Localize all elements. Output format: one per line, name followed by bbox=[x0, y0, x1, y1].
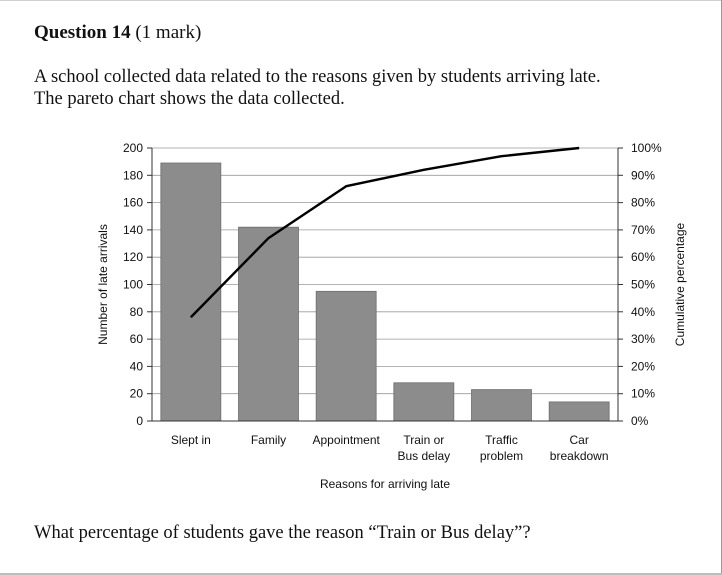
y2-tick-label-3: 30% bbox=[631, 332, 655, 346]
y-tick-label-120: 120 bbox=[123, 250, 143, 264]
chart-axes bbox=[147, 147, 623, 422]
y2-tick-label-9: 90% bbox=[631, 168, 655, 182]
y2-tick-label-5: 50% bbox=[631, 278, 655, 292]
x-tick-label-3-1: Bus delay bbox=[397, 449, 450, 463]
y2-tick-label-8: 80% bbox=[631, 196, 655, 210]
y-tick-label-100: 100 bbox=[123, 278, 143, 292]
bar-3 bbox=[393, 382, 455, 422]
bar-2 bbox=[315, 290, 377, 422]
bar-0 bbox=[160, 162, 222, 422]
x-tick-label-1-0: Family bbox=[251, 433, 286, 447]
y-tick-label-140: 140 bbox=[123, 223, 143, 237]
y2-tick-label-7: 70% bbox=[631, 223, 655, 237]
question-heading: Question 14 (1 mark) bbox=[34, 22, 201, 44]
question-intro: A school collected data related to the r… bbox=[34, 66, 601, 110]
y2-tick-label-4: 40% bbox=[631, 305, 655, 319]
y2-axis-title: Cumulative percentage bbox=[673, 222, 687, 346]
x-axis-title: Reasons for arriving late bbox=[320, 477, 450, 491]
cumulative-line bbox=[189, 146, 580, 319]
y-axis-tick-labels: 0 20 40 60 80 100 120 140 160 180 200 bbox=[123, 141, 143, 428]
y2-tick-label-1: 10% bbox=[631, 387, 655, 401]
cumulative-percentage-line bbox=[189, 146, 580, 319]
y-tick-label-40: 40 bbox=[130, 359, 144, 373]
y-tick-label-20: 20 bbox=[130, 387, 144, 401]
x-tick-label-5-0: Car bbox=[569, 433, 588, 447]
intro-line-2: The pareto chart shows the data collecte… bbox=[34, 89, 345, 109]
x-tick-label-4-1: problem bbox=[480, 449, 523, 463]
chart-bars bbox=[160, 162, 610, 422]
bar-5 bbox=[548, 401, 610, 422]
chart-gridlines bbox=[152, 147, 618, 422]
x-tick-label-2-0: Appointment bbox=[312, 433, 380, 447]
intro-line-1: A school collected data related to the r… bbox=[34, 67, 601, 87]
question-prompt: What percentage of students gave the rea… bbox=[34, 523, 531, 543]
question-number: Question 14 bbox=[34, 22, 131, 43]
y2-tick-label-0: 0% bbox=[631, 414, 649, 428]
y2-axis-tick-labels: 0% 10% 20% 30% 40% 50% 60% 70% 80% 90% 100% bbox=[631, 141, 662, 428]
y-tick-label-160: 160 bbox=[123, 196, 143, 210]
page-border-top bbox=[0, 0, 722, 1]
x-tick-label-4-0: Traffic bbox=[485, 433, 518, 447]
y2-tick-label-6: 60% bbox=[631, 250, 655, 264]
y-tick-label-180: 180 bbox=[123, 168, 143, 182]
bar-1 bbox=[238, 226, 299, 422]
x-tick-label-5-1: breakdown bbox=[550, 449, 609, 463]
x-axis-tick-labels: Slept in Family Appointment Train or Bus del… bbox=[171, 433, 609, 463]
x-tick-label-0-0: Slept in bbox=[171, 433, 211, 447]
y-axis-title: Number of late arrivals bbox=[96, 224, 110, 345]
x-tick-label-3-0: Train or bbox=[403, 433, 444, 447]
y-tick-label-80: 80 bbox=[130, 305, 144, 319]
y2-tick-label-10: 100% bbox=[631, 141, 662, 155]
y-tick-label-60: 60 bbox=[130, 332, 144, 346]
y-tick-label-0: 0 bbox=[136, 414, 143, 428]
y-tick-label-200: 200 bbox=[123, 141, 143, 155]
bar-4 bbox=[471, 389, 532, 422]
y2-tick-label-2: 20% bbox=[631, 359, 655, 373]
page-border-bottom bbox=[0, 573, 722, 575]
question-marks: (1 mark) bbox=[135, 22, 202, 43]
